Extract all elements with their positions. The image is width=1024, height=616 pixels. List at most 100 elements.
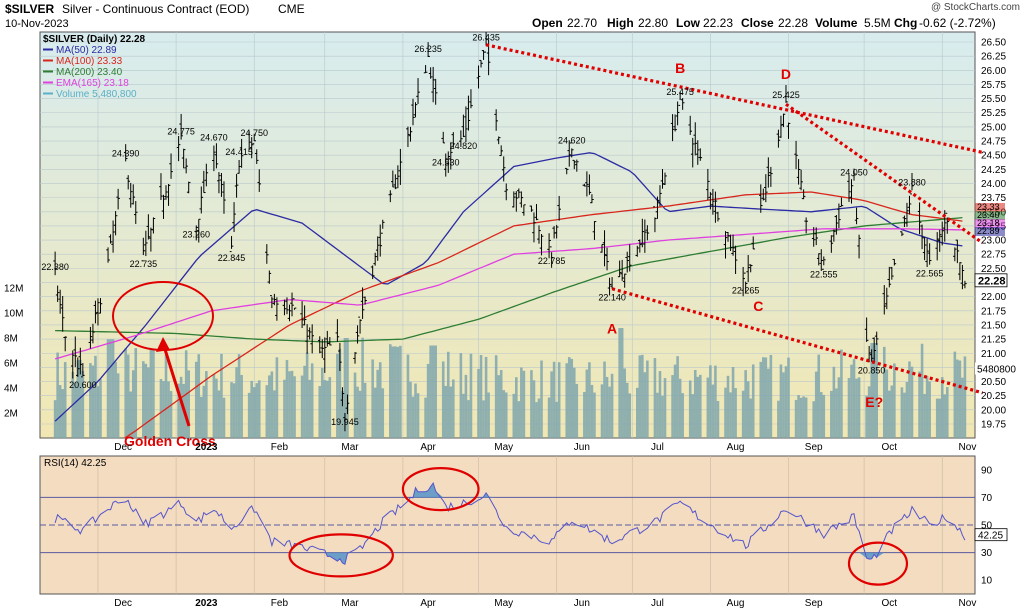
- volume-bar: [310, 363, 314, 438]
- volume-bar: [487, 392, 490, 438]
- volume-bar: [696, 376, 700, 438]
- volume-bar: [729, 392, 732, 438]
- rsi-axis: 90 70 50 30 10 42.25: [974, 465, 1008, 587]
- price-tick-label: 21.25: [981, 335, 1006, 346]
- exchange-label: CME: [278, 2, 305, 16]
- volume-bar: [164, 354, 168, 438]
- volume-bar: [371, 359, 374, 438]
- volume-bar: [557, 362, 561, 438]
- volume-bar: [961, 377, 964, 438]
- peak-label: 24.530: [432, 157, 460, 167]
- volume-bar: [605, 376, 609, 438]
- low-label: Low: [676, 16, 701, 30]
- volume-bar: [572, 367, 576, 438]
- legend-entry: MA(50) 22.89: [56, 45, 117, 56]
- volume-bar: [850, 364, 853, 438]
- volume-bar: [212, 374, 216, 438]
- volume-bar: [940, 377, 944, 438]
- peak-label: 26.235: [414, 44, 442, 54]
- volume-bar: [53, 400, 57, 438]
- peak-label: 23.260: [182, 229, 210, 239]
- trendlines: [485, 43, 984, 395]
- ma-value-tag-text: 22.89: [977, 226, 1000, 236]
- month-label: Nov: [959, 598, 977, 609]
- volume-bar: [600, 384, 604, 438]
- volume-bar: [459, 353, 463, 438]
- volume-bar: [149, 349, 153, 438]
- volume-bar: [449, 386, 453, 438]
- month-label: Apr: [420, 442, 436, 453]
- volume-bar: [744, 370, 747, 438]
- rsi-tick-label: 50: [981, 521, 993, 532]
- volume-bar: [764, 357, 768, 438]
- price-tick-label: 24.50: [981, 151, 1006, 162]
- volume-bar: [709, 365, 712, 438]
- volume-bar: [106, 339, 110, 438]
- peak-label: 25.425: [772, 90, 800, 100]
- open-label: Open: [532, 16, 563, 30]
- volume-bar: [429, 345, 432, 438]
- price-tick-label: 21.00: [981, 349, 1006, 360]
- wave-label: D: [781, 66, 791, 82]
- volume-bar: [499, 370, 503, 438]
- volume-bar: [938, 398, 942, 438]
- month-label: Feb: [271, 598, 289, 609]
- volume-bar: [482, 400, 485, 438]
- peak-label: 19.945: [331, 417, 359, 427]
- volume-bar: [855, 378, 858, 438]
- volume-bar: [328, 377, 332, 438]
- wave-label: C: [753, 298, 763, 314]
- volume-tick-label: 10M: [4, 309, 23, 320]
- peak-label: 22.565: [916, 269, 944, 279]
- price-tick-label: 20.25: [981, 391, 1006, 402]
- price-tick-label: 25.75: [981, 80, 1006, 91]
- volume-bar: [610, 373, 614, 438]
- volume-bar: [535, 402, 538, 438]
- close-value: 22.28: [778, 16, 808, 30]
- volume-value: 5.5M: [864, 16, 891, 30]
- rsi-tick-label: 30: [981, 548, 993, 559]
- volume-bar: [167, 381, 170, 438]
- price-tick-label: 20.50: [981, 377, 1006, 388]
- price-tick-label: 24.00: [981, 179, 1006, 190]
- volume-bar: [925, 375, 929, 438]
- peak-label: 25.475: [666, 87, 694, 97]
- volume-bar: [623, 368, 626, 438]
- volume-bar: [565, 363, 569, 438]
- volume-bar: [79, 359, 82, 438]
- volume-bar: [782, 372, 785, 438]
- month-label: 2023: [195, 598, 218, 609]
- month-label: May: [494, 598, 513, 609]
- volume-bar: [658, 371, 662, 438]
- volume-bar: [222, 397, 226, 438]
- volume-bar: [537, 398, 541, 438]
- volume-bar: [202, 385, 206, 438]
- volume-bar: [303, 365, 306, 438]
- month-label: Mar: [341, 598, 359, 609]
- volume-bar: [109, 339, 112, 438]
- volume-bar: [908, 361, 911, 438]
- volume-bar: [285, 360, 289, 438]
- volume-bar: [363, 382, 367, 438]
- volume-bar: [857, 377, 861, 438]
- wave-label: E?: [865, 394, 883, 410]
- volume-bar: [376, 369, 380, 438]
- volume-bar: [918, 371, 921, 438]
- moving-average-lines: [54, 152, 963, 438]
- volume-bar: [945, 387, 949, 438]
- volume-bar: [76, 360, 80, 438]
- volume-bar: [711, 384, 715, 438]
- volume-bar: [409, 381, 412, 438]
- ma-line: [55, 216, 963, 343]
- volume-bar: [956, 359, 959, 438]
- volume-bar: [391, 346, 395, 438]
- volume-bar: [731, 367, 735, 438]
- volume-bar: [290, 370, 294, 438]
- peak-label: 24.415: [225, 147, 253, 157]
- volume-bar: [159, 378, 163, 438]
- volume-bar: [583, 391, 586, 438]
- volume-bar: [767, 368, 770, 438]
- x-axis-rsi: Dec 2023 Feb Mar Apr May Jun Jul Aug Sep Oct Nov: [114, 598, 976, 609]
- volume-bar: [144, 363, 148, 438]
